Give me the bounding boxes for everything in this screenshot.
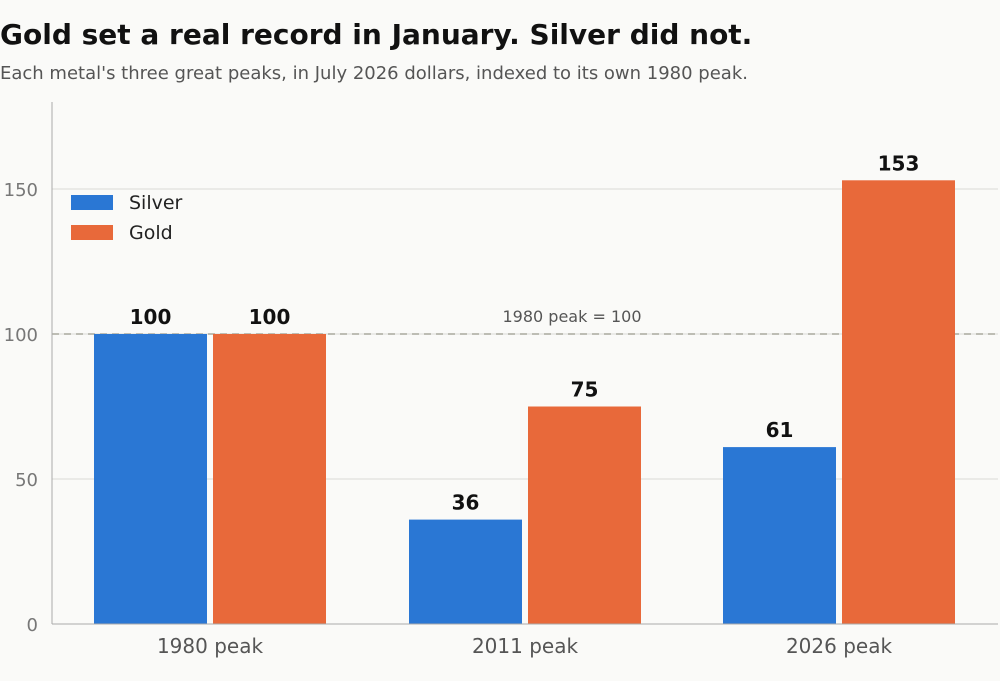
bars [94, 180, 955, 625]
x-tick-label: 1980 peak [157, 634, 264, 658]
legend: Silver Gold [71, 192, 183, 244]
data-label-gold-2: 153 [878, 151, 920, 175]
bar-silver-0 [94, 334, 207, 624]
data-label-silver-0: 100 [130, 305, 172, 329]
legend-swatch-silver [71, 195, 113, 210]
legend-swatch-gold [71, 225, 113, 240]
labels: 100 36 61 100 75 153 [130, 151, 920, 514]
reference-line-group: 1980 peak = 100 [52, 307, 998, 335]
reference-line-label: 1980 peak = 100 [503, 307, 642, 326]
bar-silver-1 [409, 519, 522, 624]
x-tick-label: 2026 peak [786, 634, 893, 658]
bar-gold-1 [528, 406, 641, 624]
y-tick-label: 150 [4, 180, 38, 201]
chart-subtitle: Each metal's three great peaks, in July … [0, 63, 748, 84]
legend-label-silver: Silver [129, 192, 183, 214]
bar-gold-0 [213, 334, 326, 624]
y-tick-label: 0 [27, 615, 38, 636]
axes: 0 50 100 150 1980 peak 2011 peak 2026 peak [4, 102, 998, 658]
chart-title: Gold set a real record in January. Silve… [0, 18, 753, 51]
x-tick-label: 2011 peak [472, 634, 579, 658]
data-label-gold-1: 75 [571, 378, 599, 402]
bar-gold-2 [842, 180, 955, 625]
y-tick-label: 50 [15, 470, 38, 491]
y-tick-label: 100 [4, 325, 38, 346]
data-label-silver-1: 36 [452, 491, 480, 515]
data-label-gold-0: 100 [249, 305, 291, 329]
data-label-silver-2: 61 [766, 418, 794, 442]
bar-silver-2 [723, 447, 836, 624]
legend-label-gold: Gold [129, 222, 173, 244]
